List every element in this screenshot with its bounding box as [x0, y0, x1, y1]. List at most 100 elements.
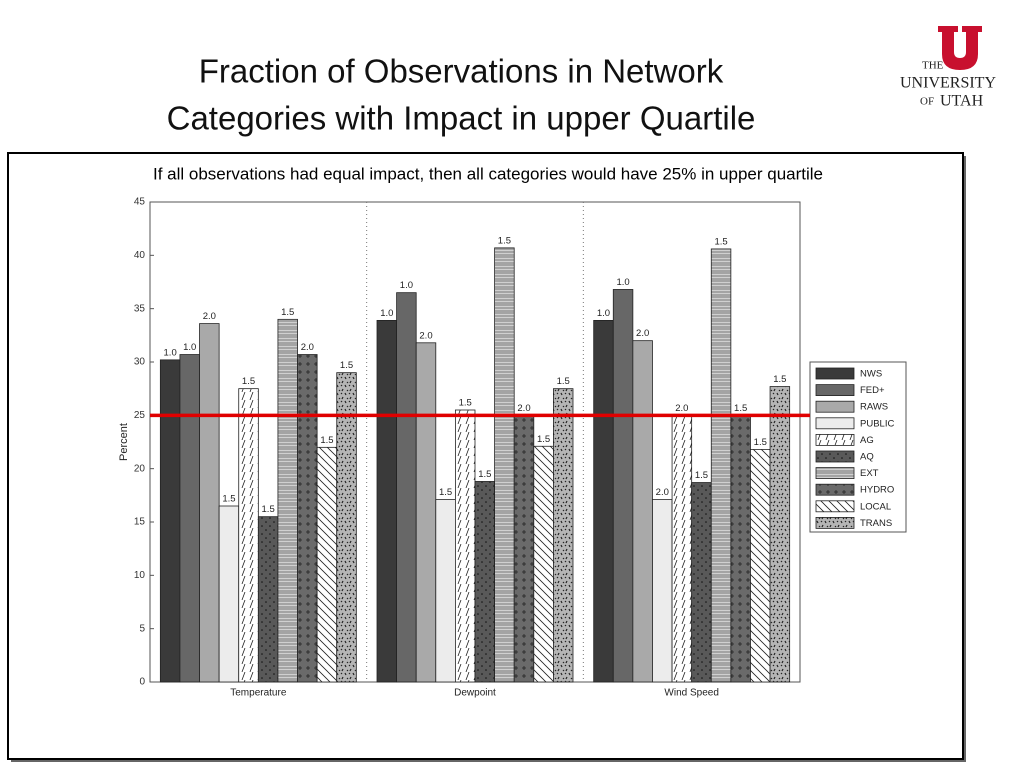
- bar-annotation: 1.5: [754, 437, 767, 448]
- legend-label: FED+: [860, 385, 885, 396]
- logo-text: UTAH: [940, 93, 984, 110]
- bar: [750, 449, 771, 683]
- y-tick-label: 0: [139, 677, 145, 688]
- plot: 0 5 10 15 20 25 30 35 40 45 Temperature 1.0 1.0 2.0 1.…: [134, 197, 907, 699]
- bar-annotation: 2.0: [419, 330, 432, 341]
- bar: [415, 342, 437, 683]
- bar-annotation: 1.5: [714, 236, 727, 247]
- legend-swatch: [815, 500, 855, 513]
- bar-annotation: 1.5: [537, 434, 550, 445]
- bar: [179, 354, 200, 683]
- bar: [593, 319, 614, 683]
- bar: [297, 354, 318, 683]
- bar-annotation: 1.5: [695, 470, 708, 481]
- legend-label: HYDRO: [860, 485, 894, 496]
- legend-label: TRANS: [860, 518, 892, 529]
- legend-swatch: [815, 467, 855, 480]
- legend-swatch: [815, 400, 855, 413]
- bar-annotation: 2.0: [636, 328, 649, 339]
- legend-label: NWS: [860, 369, 882, 380]
- bar-annotation: 1.0: [400, 280, 413, 291]
- bar-annotation: 1.0: [616, 277, 629, 288]
- bar-annotation: 1.5: [340, 360, 353, 371]
- bar-annotation: 1.5: [478, 469, 491, 480]
- bar: [218, 505, 240, 683]
- legend-label: AQ: [860, 452, 874, 463]
- y-tick-label: 30: [134, 357, 146, 368]
- bar: [632, 340, 653, 683]
- bar: [710, 248, 732, 683]
- bar: [769, 386, 791, 683]
- bar-annotation: 1.5: [242, 376, 255, 387]
- bar-annotation: 1.5: [222, 494, 235, 505]
- bar: [454, 409, 476, 683]
- bar: [376, 319, 398, 683]
- bar-annotation: 2.0: [203, 311, 216, 322]
- bar: [494, 247, 515, 683]
- bar: [435, 499, 456, 683]
- logo-text: UNIVERSITY: [900, 75, 996, 92]
- legend-swatch: [815, 450, 855, 463]
- bar-annotation: 1.5: [439, 487, 452, 498]
- bar: [257, 516, 279, 683]
- logo: THE UNIVERSITY OF UTAH: [900, 26, 996, 110]
- bar-annotation: 1.5: [320, 435, 333, 446]
- bar: [396, 292, 417, 683]
- bar-annotation: 2.0: [517, 403, 530, 414]
- bar-annotation: 2.0: [656, 487, 669, 498]
- legend-swatch: [815, 367, 855, 380]
- bar-annotation: 1.5: [557, 376, 570, 387]
- bar: [238, 388, 259, 683]
- bar-annotation: 1.5: [262, 504, 275, 515]
- bar: [533, 445, 554, 683]
- y-tick-label: 45: [134, 197, 146, 208]
- legend-label: PUBLIC: [860, 418, 894, 429]
- bar: [199, 323, 220, 683]
- y-tick-label: 15: [134, 517, 146, 528]
- x-tick-label: Wind Speed: [664, 688, 718, 699]
- bar: [691, 482, 712, 683]
- bar: [652, 499, 673, 683]
- bar: [671, 414, 693, 683]
- legend-label: RAWS: [860, 402, 888, 413]
- y-tick-label: 25: [134, 410, 146, 421]
- bar: [316, 446, 338, 683]
- bar: [474, 481, 496, 683]
- logo-text: OF: [920, 96, 934, 108]
- legend-label: LOCAL: [860, 501, 891, 512]
- legend-label: EXT: [860, 468, 879, 479]
- bar: [730, 414, 751, 683]
- x-tick-label: Temperature: [230, 688, 287, 699]
- logo-text: THE: [922, 60, 944, 72]
- y-tick-label: 40: [134, 250, 146, 261]
- legend-swatch: [815, 417, 855, 430]
- bar: [277, 318, 298, 683]
- bar-annotation: 1.0: [164, 347, 177, 358]
- title-line: Categories with Impact in upper Quartile: [167, 100, 756, 137]
- bar-annotation: 1.0: [183, 342, 196, 353]
- legend-label: AG: [860, 435, 874, 446]
- y-tick-label: 10: [134, 570, 146, 581]
- bar: [553, 388, 574, 683]
- legend-swatch: [815, 517, 855, 529]
- bar: [336, 372, 357, 683]
- bar-annotation: 2.0: [675, 403, 688, 414]
- bar-annotation: 1.5: [773, 374, 786, 385]
- y-tick-label: 5: [139, 623, 145, 634]
- bar: [612, 289, 634, 683]
- logo-u: [938, 26, 982, 70]
- bar-annotation: 1.0: [380, 308, 393, 319]
- y-tick-label: 35: [134, 303, 146, 314]
- bar-annotation: 1.0: [597, 308, 610, 319]
- subtitle: If all observations had equal impact, th…: [153, 164, 823, 183]
- legend-swatch: [815, 483, 855, 496]
- y-tick-label: 20: [134, 463, 146, 474]
- bar: [159, 359, 181, 683]
- y-axis-label: Percent: [118, 423, 130, 461]
- bar-annotation: 1.5: [498, 235, 511, 246]
- bar-annotation: 1.5: [459, 398, 472, 409]
- x-tick-label: Dewpoint: [454, 688, 496, 699]
- legend-swatch: [815, 384, 855, 397]
